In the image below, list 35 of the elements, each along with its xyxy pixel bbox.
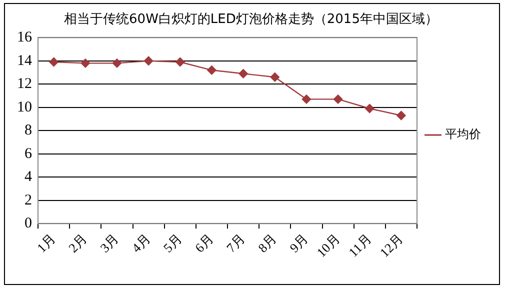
y-tick-label: 16 [17,30,32,46]
x-tick-label: 8月 [255,231,280,256]
point [333,94,343,104]
x-tick-label: 2月 [66,231,90,256]
y-tick-label: 12 [17,76,32,92]
point [396,110,406,120]
x-tick-label: 11月 [346,231,374,260]
x-tick-label: 1月 [34,231,58,256]
y-tick-label: 0 [24,216,32,232]
point [365,104,374,114]
point [270,72,280,82]
x-tick-label: 7月 [223,231,248,256]
point [302,94,312,104]
y-tick-label: 10 [17,99,32,116]
y-tick-label: 4 [24,169,32,186]
point [144,56,154,66]
x-tick-label: 3月 [97,231,122,256]
x-tick-label: 5月 [160,231,185,256]
y-tick-label: 2 [24,192,32,208]
point [112,58,122,68]
x-tick-label: 12月 [376,231,406,260]
y-tick-label: 8 [24,122,32,139]
y-tick-label: 6 [24,146,32,162]
point [207,66,216,75]
legend-label: 平均价 [445,127,481,142]
x-tick-label: 9月 [286,231,311,256]
x-tick-label: 6月 [192,231,216,256]
point [238,69,248,78]
y-tick-label: 14 [17,52,32,69]
chart-title: 相当于传统60W白炽灯的LED灯泡价格走势（2015年中国区域） [64,12,438,28]
point [80,58,90,68]
x-tick-label: 4月 [128,231,154,256]
x-tick-label: 10月 [314,231,343,260]
point [49,57,58,67]
point [176,57,185,67]
